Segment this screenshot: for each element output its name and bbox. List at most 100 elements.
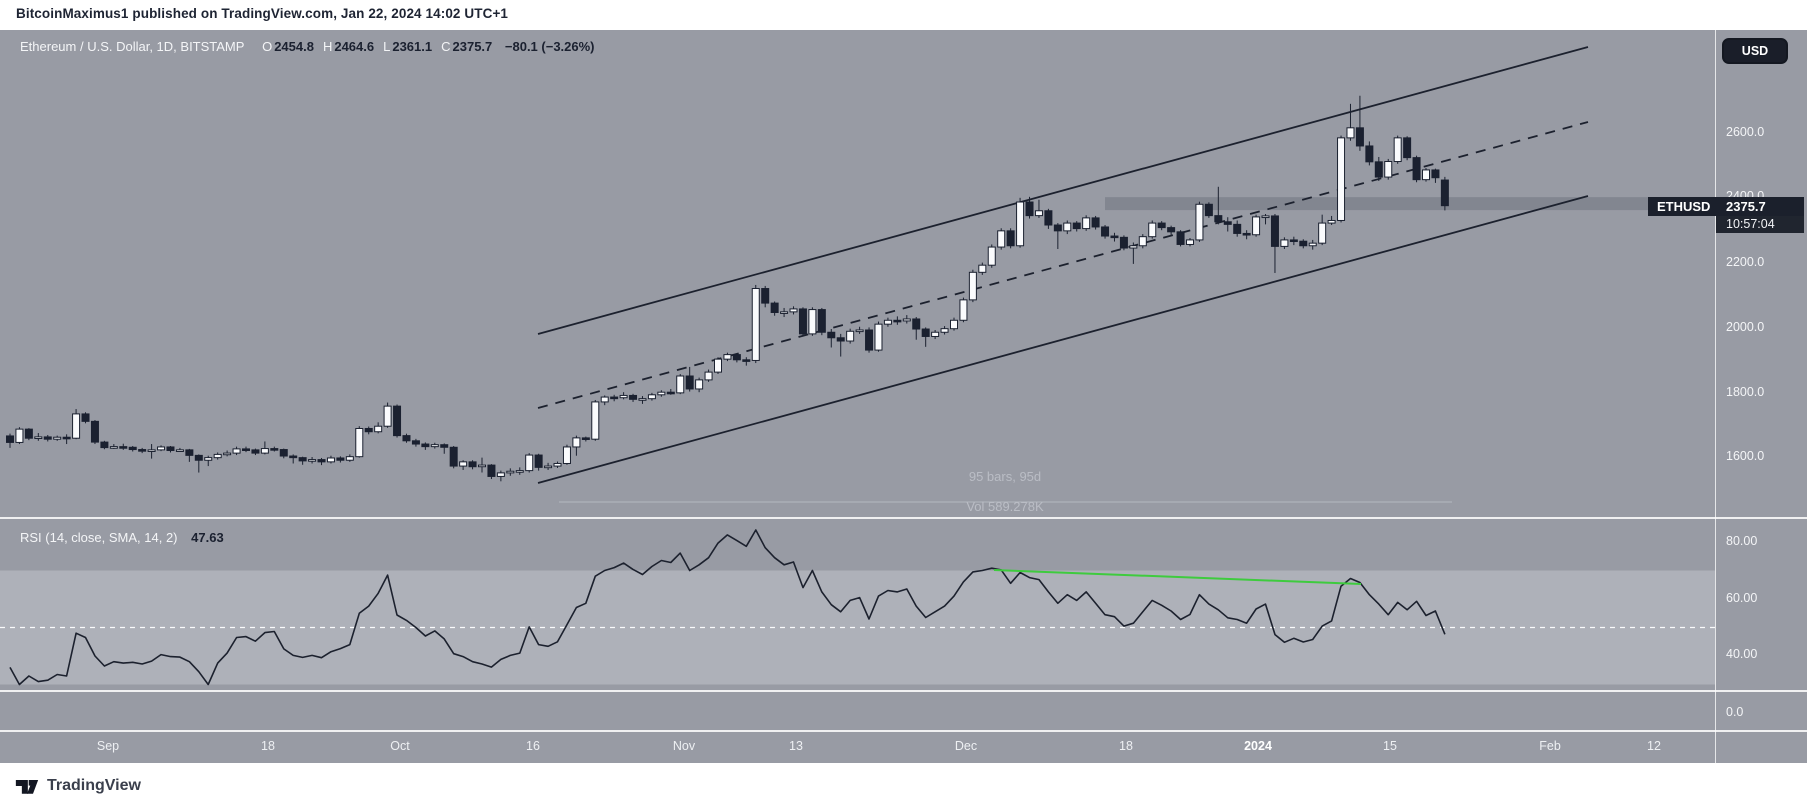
last-price-value: 2375.7 xyxy=(1726,199,1766,214)
candle-up xyxy=(459,461,468,467)
candle-up xyxy=(213,453,222,459)
candle-up xyxy=(874,323,883,351)
candle-up xyxy=(940,328,949,333)
candle-up xyxy=(1337,137,1346,221)
candle-up xyxy=(147,449,156,452)
candle-down xyxy=(317,459,326,463)
candle-down xyxy=(1214,215,1223,223)
rsi-line xyxy=(9,529,1446,686)
candle-down xyxy=(1270,215,1279,247)
tradingview-logo-text: TradingView xyxy=(47,777,141,794)
candle-up xyxy=(1186,239,1194,245)
ohlc-key: O xyxy=(262,39,273,54)
symbol-legend[interactable]: Ethereum / U.S. Dollar, 1D, BITSTAMP O 24… xyxy=(20,39,604,54)
candle-down xyxy=(449,446,458,467)
candle-down xyxy=(166,446,175,452)
candle-down xyxy=(81,413,90,422)
candle-up xyxy=(600,396,609,403)
rsi-divergence-line xyxy=(993,569,1362,585)
candle-down xyxy=(251,449,260,454)
time-tick-Dec: Dec xyxy=(954,739,978,753)
axis-tick-40.00: 40.00 xyxy=(1726,647,1758,661)
time-tick-13: 13 xyxy=(789,739,803,753)
candle-up xyxy=(591,401,600,440)
candle-down xyxy=(534,454,543,468)
measure-volume-text: Vol 589.278K xyxy=(966,499,1044,514)
axis-tick-2600.0: 2600.0 xyxy=(1726,125,1765,139)
axis-tick-2000.0: 2000.0 xyxy=(1726,320,1765,334)
time-tick-Sep: Sep xyxy=(96,739,120,753)
tradingview-footer[interactable]: TradingView xyxy=(14,772,141,800)
candle-down xyxy=(279,449,288,457)
change-value: −80.1 (−3.26%) xyxy=(504,39,595,54)
candle-up xyxy=(157,446,166,451)
candle-up xyxy=(780,311,789,314)
candle-down xyxy=(1365,145,1374,163)
axis-tick-0.0: 0.0 xyxy=(1726,705,1744,719)
rsi-legend[interactable]: RSI (14, close, SMA, 14, 2) 47.63 xyxy=(20,530,233,545)
candle-up xyxy=(950,319,958,330)
candle-down xyxy=(100,441,109,449)
candle-down xyxy=(6,435,14,443)
bar-countdown: 10:57:04 xyxy=(1716,216,1804,233)
candle-down xyxy=(732,354,741,361)
candle-up xyxy=(232,448,241,454)
candle-down xyxy=(402,435,411,442)
pane-separator-main-rsi[interactable] xyxy=(0,517,1807,519)
candle-up xyxy=(647,394,656,400)
candle-down xyxy=(1110,235,1119,239)
candle-down xyxy=(742,359,751,362)
last-price-label: ETHUSD 2375.7 xyxy=(1648,197,1804,216)
candle-down xyxy=(411,440,420,445)
tradingview-logo-icon xyxy=(15,780,39,794)
candle-up xyxy=(855,329,864,333)
candle-down xyxy=(1025,201,1034,217)
candle-up xyxy=(978,264,987,273)
channel-upper-line xyxy=(537,46,1589,335)
candle-down xyxy=(421,443,430,448)
candle-up xyxy=(15,428,24,443)
candle-down xyxy=(1204,203,1213,217)
candle-down xyxy=(912,318,921,330)
candle-up xyxy=(1063,222,1072,232)
symbol-title: Ethereum / U.S. Dollar, 1D, BITSTAMP xyxy=(20,39,245,54)
candle-up xyxy=(260,448,269,454)
candle-up xyxy=(1016,201,1025,247)
candle-down xyxy=(364,427,373,433)
candle-up xyxy=(34,436,43,440)
candle-up xyxy=(562,446,571,464)
time-tick-18: 18 xyxy=(1119,739,1133,753)
candle-up xyxy=(544,465,553,469)
time-tick-18: 18 xyxy=(261,739,275,753)
candle-up xyxy=(638,398,647,401)
candle-down xyxy=(43,436,52,440)
candle-up xyxy=(714,358,722,373)
candle-up xyxy=(525,454,534,472)
candle-down xyxy=(629,394,638,400)
candle-down xyxy=(827,331,836,339)
rsi-band xyxy=(0,570,1715,685)
candle-down xyxy=(893,319,902,323)
candle-down xyxy=(298,457,307,462)
chart-canvas[interactable] xyxy=(0,30,1715,763)
currency-usd-button[interactable]: USD xyxy=(1722,38,1788,64)
candle-up xyxy=(1034,210,1043,217)
candle-down xyxy=(487,464,496,477)
ohlc-key: L xyxy=(383,39,391,54)
pane-separator-rsi-strip[interactable] xyxy=(0,690,1807,692)
candle-up xyxy=(1129,245,1138,249)
axis-tick-60.00: 60.00 xyxy=(1726,591,1758,605)
time-tick-15: 15 xyxy=(1383,739,1397,753)
candle-down xyxy=(685,375,694,390)
price-axis-border xyxy=(1715,30,1716,763)
candle-up xyxy=(789,308,798,313)
candle-down xyxy=(440,444,449,448)
candle-up xyxy=(751,288,760,361)
rsi-legend-label: RSI (14, close, SMA, 14, 2) xyxy=(20,530,178,545)
candle-up xyxy=(959,299,968,321)
candle-down xyxy=(128,446,137,451)
candle-up xyxy=(383,405,392,427)
candle-down xyxy=(761,288,770,304)
candle-down xyxy=(1299,240,1308,247)
candle-down xyxy=(865,329,874,351)
